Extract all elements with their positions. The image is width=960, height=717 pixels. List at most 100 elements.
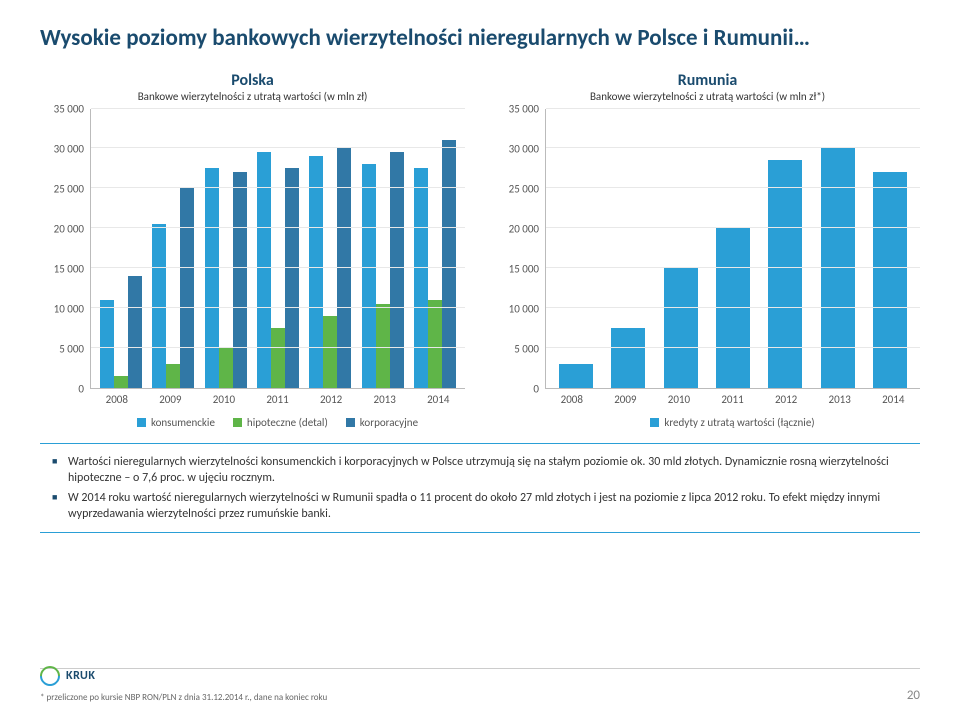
x-tick: 2012 [304, 389, 358, 406]
x-tick: 2012 [759, 389, 813, 406]
grid-line [546, 307, 920, 308]
bar [664, 268, 698, 388]
grid-line [91, 307, 465, 308]
chart-poland-subtitle: Bankowe wierzytelności z utratą wartości… [40, 90, 465, 103]
bullet-item: W 2014 roku wartość nieregularnych wierz… [52, 490, 908, 522]
grid-line [91, 187, 465, 188]
bar [309, 156, 323, 387]
bar [205, 168, 219, 387]
legend-item: korporacyjne [346, 416, 418, 429]
x-tick: 2011 [251, 389, 305, 406]
bar-group [602, 109, 654, 388]
bullets-panel: Wartości nieregularnych wierzytelności k… [40, 443, 920, 534]
legend-swatch [650, 418, 659, 427]
x-tick: 2011 [706, 389, 760, 406]
grid-line [546, 187, 920, 188]
x-tick: 2008 [545, 389, 599, 406]
legend-item: konsumenckie [137, 416, 215, 429]
x-tick: 2013 [813, 389, 867, 406]
bar [559, 364, 593, 388]
x-tick: 2010 [197, 389, 251, 406]
bars-container [546, 109, 920, 388]
legend-item: hipoteczne (detal) [233, 416, 328, 429]
bullet-item: Wartości nieregularnych wierzytelności k… [52, 454, 908, 486]
legend: konsumenckie hipoteczne (detal) korporacyj… [90, 416, 465, 429]
plot-area [90, 109, 465, 389]
chart-romania: Rumunia Bankowe wierzytelności z utratą … [495, 71, 920, 429]
x-tick: 2014 [411, 389, 465, 406]
y-tick: 25 000 [509, 182, 539, 195]
y-tick: 5 000 [59, 342, 84, 355]
bar [152, 224, 166, 387]
bar-group [759, 109, 811, 388]
y-tick: 20 000 [509, 222, 539, 235]
legend-swatch [346, 418, 355, 427]
bar-group [811, 109, 863, 388]
bar [128, 276, 142, 388]
chart-romania-area: 05 00010 00015 00020 00025 00030 00035 0… [495, 109, 920, 389]
grid-line [546, 108, 920, 109]
bar-group [707, 109, 759, 388]
page-number: 20 [907, 688, 920, 703]
footnote: * przeliczone po kursie NBP RON/PLN z dn… [40, 692, 327, 703]
y-tick: 20 000 [54, 222, 84, 235]
x-tick: 2009 [599, 389, 653, 406]
bar-group [95, 109, 147, 388]
bar-group [655, 109, 707, 388]
bar-group [147, 109, 199, 388]
y-tick: 35 000 [54, 102, 84, 115]
bar [166, 364, 180, 388]
x-tick: 2013 [358, 389, 412, 406]
x-axis: 2008200920102011201220132014 [90, 389, 465, 406]
grid-line [546, 347, 920, 348]
bar-group [252, 109, 304, 388]
bar [611, 328, 645, 388]
bar [180, 188, 194, 387]
bar-group [356, 109, 408, 388]
bar [428, 300, 442, 388]
logo: KRUK [40, 666, 327, 686]
bar [233, 172, 247, 387]
bar [768, 160, 802, 387]
grid-line [91, 108, 465, 109]
x-tick: 2010 [652, 389, 706, 406]
chart-poland: Polska Bankowe wierzytelności z utratą w… [40, 71, 465, 429]
legend-label: korporacyjne [360, 416, 418, 429]
legend-item: kredyty z utratą wartości (łącznie) [650, 416, 814, 429]
bar [271, 328, 285, 388]
y-tick: 0 [533, 382, 539, 395]
bar-group [550, 109, 602, 388]
x-axis: 2008200920102011201220132014 [545, 389, 920, 406]
x-tick: 2009 [144, 389, 198, 406]
footer: KRUK * przeliczone po kursie NBP RON/PLN… [40, 666, 920, 703]
bar-group [864, 109, 916, 388]
legend-swatch [137, 418, 146, 427]
bar [100, 300, 114, 388]
bar-group [409, 109, 461, 388]
chart-poland-title: Polska [40, 71, 465, 90]
grid-line [91, 147, 465, 148]
y-tick: 30 000 [54, 142, 84, 155]
bars-container [91, 109, 465, 388]
grid-line [546, 227, 920, 228]
bar [873, 172, 907, 387]
legend-label: konsumenckie [151, 416, 215, 429]
y-axis: 05 00010 00015 00020 00025 00030 00035 0… [40, 109, 90, 389]
x-tick: 2014 [866, 389, 920, 406]
logo-mark-icon [36, 662, 64, 690]
grid-line [91, 227, 465, 228]
legend: kredyty z utratą wartości (łącznie) [545, 416, 920, 429]
grid-line [91, 267, 465, 268]
y-axis: 05 00010 00015 00020 00025 00030 00035 0… [495, 109, 545, 389]
bar [114, 376, 128, 388]
chart-romania-subtitle: Bankowe wierzytelności z utratą wartości… [495, 90, 920, 103]
page-title: Wysokie poziomy bankowych wierzytelności… [40, 25, 920, 53]
bar [323, 316, 337, 388]
bar [219, 348, 233, 388]
chart-poland-area: 05 00010 00015 00020 00025 00030 00035 0… [40, 109, 465, 389]
y-tick: 15 000 [509, 262, 539, 275]
bar [285, 168, 299, 387]
legend-label: kredyty z utratą wartości (łącznie) [664, 416, 814, 429]
chart-romania-title: Rumunia [495, 71, 920, 90]
bar [362, 164, 376, 387]
